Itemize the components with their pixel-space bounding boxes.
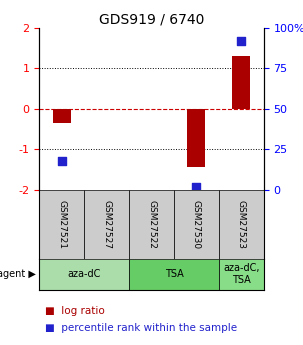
Bar xyxy=(219,259,264,290)
Point xyxy=(59,158,64,163)
Text: ■  log ratio: ■ log ratio xyxy=(45,306,105,315)
Text: ■  percentile rank within the sample: ■ percentile rank within the sample xyxy=(45,323,238,333)
Text: GSM27522: GSM27522 xyxy=(147,200,156,249)
Bar xyxy=(187,109,205,167)
Text: GSM27527: GSM27527 xyxy=(102,200,111,249)
Bar xyxy=(39,190,84,259)
Bar xyxy=(232,56,250,109)
Bar xyxy=(219,190,264,259)
Bar xyxy=(53,109,71,123)
Text: GSM27521: GSM27521 xyxy=(57,200,66,249)
Text: TSA: TSA xyxy=(165,269,183,279)
Bar xyxy=(174,190,219,259)
Bar xyxy=(129,190,174,259)
Text: GSM27530: GSM27530 xyxy=(192,200,201,249)
Bar xyxy=(39,259,129,290)
Text: agent ▶: agent ▶ xyxy=(0,269,36,279)
Title: GDS919 / 6740: GDS919 / 6740 xyxy=(99,12,204,27)
Point xyxy=(194,184,199,189)
Bar xyxy=(84,190,129,259)
Point xyxy=(239,38,244,43)
Bar xyxy=(129,259,219,290)
Text: aza-dC,
TSA: aza-dC, TSA xyxy=(223,264,259,285)
Text: aza-dC: aza-dC xyxy=(68,269,101,279)
Text: GSM27523: GSM27523 xyxy=(237,200,246,249)
